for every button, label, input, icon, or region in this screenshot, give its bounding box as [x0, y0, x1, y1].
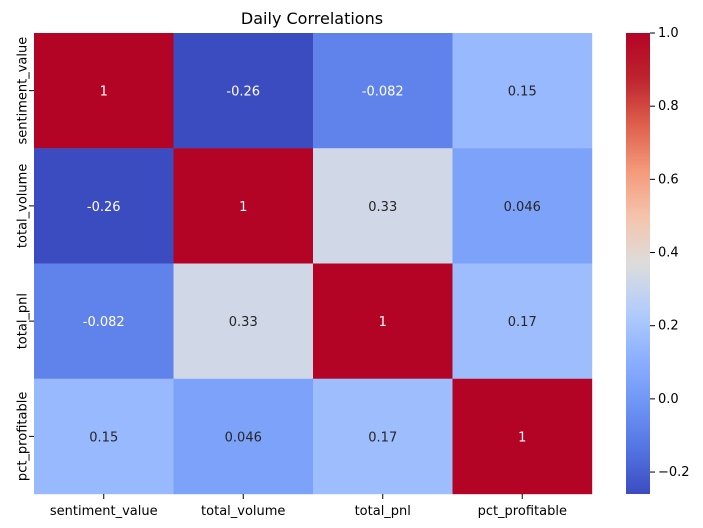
cell-value-label: -0.082 [362, 85, 404, 100]
heatmap-cell [313, 148, 453, 264]
cell-value-label: 0.15 [89, 430, 118, 445]
cell-value-label: 0.046 [504, 200, 541, 215]
cell-value-label: 1 [239, 200, 247, 215]
heatmap-cell [173, 263, 314, 379]
colorbar-tick-label: 0.6 [658, 172, 679, 187]
y-axis-tick-label: sentiment_value [16, 37, 31, 145]
cell-value-label: -0.082 [83, 315, 125, 330]
cell-value-label: 0.17 [508, 315, 537, 330]
heatmap-cell [34, 378, 174, 495]
y-axis-tick-label: total_pnl [16, 293, 31, 349]
cell-value-label: 1 [379, 315, 387, 330]
cell-value-label: 0.33 [229, 315, 258, 330]
x-axis-tick-label: total_pnl [355, 504, 411, 519]
cell-value-label: 0.046 [225, 430, 262, 445]
y-axis-tick-label: total_volume [16, 164, 31, 248]
x-axis-ticks: sentiment_value total_volume total_pnl pct_… [50, 494, 567, 519]
heatmap-cell [173, 148, 314, 264]
colorbar-tick-label: 0.2 [658, 319, 679, 334]
heatmap-cell [452, 148, 593, 264]
x-axis-tick-label: sentiment_value [50, 504, 158, 519]
x-axis-tick-label: total_volume [201, 504, 285, 519]
heatmap-cell [34, 33, 174, 149]
chart-title: Daily Correlations [241, 9, 383, 28]
heatmap-cell [173, 33, 314, 149]
cell-value-label: 1 [518, 430, 526, 445]
heatmap-cell [452, 263, 593, 379]
cell-value-label: 0.17 [368, 430, 397, 445]
colorbar: −0.2 0.0 0.2 0.4 0.6 0.8 1.0 [626, 26, 690, 494]
x-axis-tick-label: pct_profitable [478, 504, 567, 519]
heatmap-cells [34, 33, 593, 495]
colorbar-gradient [626, 33, 650, 494]
colorbar-tick-label: 1.0 [658, 26, 679, 41]
heatmap-cell [313, 33, 453, 149]
colorbar-tick-label: 0.0 [658, 392, 679, 407]
colorbar-tick-label: 0.4 [658, 246, 679, 261]
heatmap-cell [313, 378, 453, 495]
colorbar-tick-label: 0.8 [658, 99, 679, 114]
cell-value-label: 0.33 [368, 200, 397, 215]
heatmap-cell [34, 148, 174, 264]
heatmap-cell [313, 263, 453, 379]
heatmap-cell [173, 378, 314, 495]
heatmap-cell [452, 378, 593, 495]
heatmap-cell [34, 263, 174, 379]
cell-value-label: -0.26 [226, 85, 260, 100]
cell-labels: 1 -0.26 -0.082 0.15 -0.26 1 0.33 0.046 -0.082 0.3… [83, 85, 541, 446]
cell-value-label: 0.15 [508, 85, 537, 100]
heatmap-cell [452, 33, 593, 149]
cell-value-label: 1 [100, 85, 108, 100]
y-axis-ticks: sentiment_value total_volume total_pnl pct_… [16, 37, 34, 481]
colorbar-tick-label: −0.2 [658, 465, 690, 480]
y-axis-tick-label: pct_profitable [16, 392, 31, 481]
colorbar-ticks: −0.2 0.0 0.2 0.4 0.6 0.8 1.0 [650, 26, 690, 480]
cell-value-label: -0.26 [87, 200, 121, 215]
